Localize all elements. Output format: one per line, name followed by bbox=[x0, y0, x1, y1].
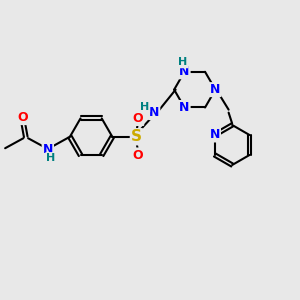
Text: O: O bbox=[133, 148, 143, 161]
Text: O: O bbox=[133, 112, 143, 125]
Text: N: N bbox=[179, 65, 190, 78]
Text: H: H bbox=[46, 153, 56, 163]
Text: O: O bbox=[17, 111, 28, 124]
Text: N: N bbox=[179, 101, 190, 114]
Text: N: N bbox=[210, 128, 220, 142]
Text: S: S bbox=[131, 129, 142, 144]
Text: N: N bbox=[149, 106, 159, 119]
Text: H: H bbox=[178, 57, 188, 68]
Text: N: N bbox=[43, 142, 53, 156]
Text: H: H bbox=[140, 102, 149, 112]
Text: N: N bbox=[210, 83, 220, 96]
